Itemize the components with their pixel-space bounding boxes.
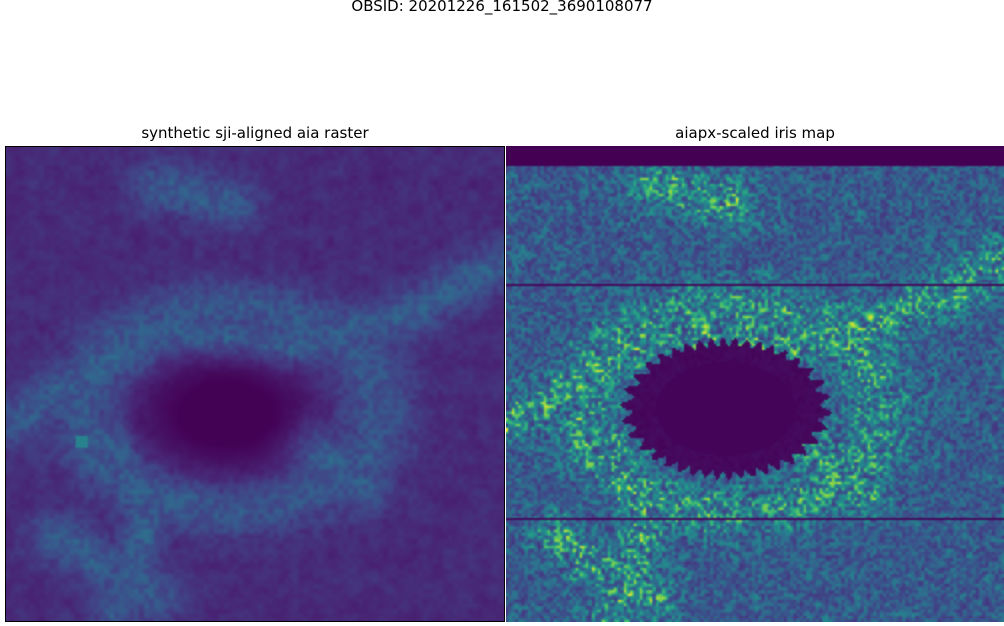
iris-map-canvas [506,146,1004,622]
right-panel-title: aiapx-scaled iris map [675,124,835,142]
synthetic-aia-raster-image [5,146,505,622]
left-panel-title: synthetic sji-aligned aia raster [141,124,369,142]
iris-map-image [506,146,1004,622]
synthetic-aia-raster-canvas [6,147,504,621]
figure-suptitle: OBSID: 20201226_161502_3690108077 [351,0,653,15]
